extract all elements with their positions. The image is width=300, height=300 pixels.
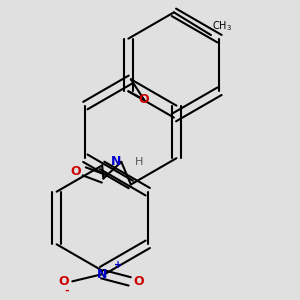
Text: O: O bbox=[58, 275, 69, 288]
Text: CH$_3$: CH$_3$ bbox=[212, 19, 232, 33]
Text: +: + bbox=[114, 260, 122, 270]
Text: O: O bbox=[139, 93, 149, 106]
Text: O: O bbox=[133, 275, 144, 288]
Text: -: - bbox=[64, 286, 69, 296]
Text: N: N bbox=[97, 268, 107, 281]
Text: O: O bbox=[70, 165, 81, 178]
Text: H: H bbox=[134, 157, 143, 167]
Text: N: N bbox=[111, 155, 121, 168]
